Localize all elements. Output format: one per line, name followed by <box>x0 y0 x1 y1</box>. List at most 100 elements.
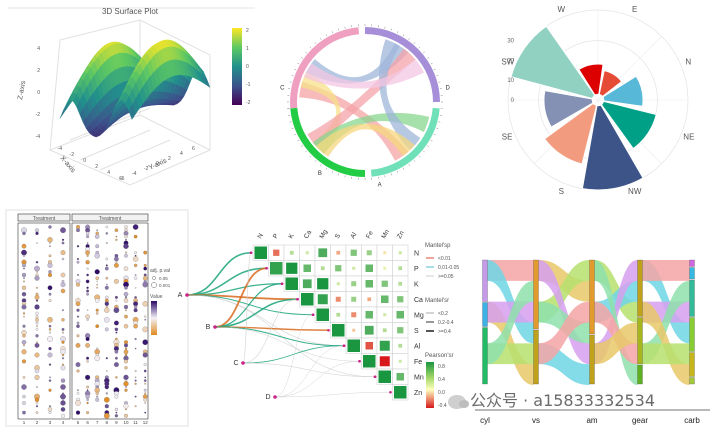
chord-tick <box>413 160 416 162</box>
bubble <box>104 404 109 409</box>
bubble <box>48 388 52 392</box>
bubble <box>115 331 118 334</box>
bubble <box>49 405 51 408</box>
bubble <box>144 315 147 318</box>
bubble <box>34 275 40 281</box>
bubble <box>21 243 27 249</box>
chord-tick <box>289 81 292 83</box>
bubble <box>60 378 66 383</box>
bubble <box>134 382 137 385</box>
bubble <box>21 249 27 256</box>
chord-ribbon <box>307 48 416 148</box>
mantel-link <box>242 345 345 364</box>
bubble <box>48 346 52 351</box>
corr-cell <box>317 294 328 305</box>
pearson-legend-title: Pearson'sr <box>425 353 454 359</box>
polar-bar-N <box>602 75 644 107</box>
bubble <box>105 357 108 360</box>
bubble <box>22 324 26 328</box>
surface-z-tick: 4 <box>37 46 40 52</box>
chord-tick <box>344 26 346 29</box>
bubble <box>104 266 109 271</box>
bubble <box>86 267 89 270</box>
link-end <box>358 359 361 363</box>
mantel-link <box>186 294 314 316</box>
bubble <box>123 266 129 271</box>
bubble <box>115 235 118 238</box>
mantel-link <box>186 294 376 378</box>
bubble <box>106 370 108 372</box>
bubble <box>86 356 90 360</box>
chord-svg: C D A B <box>280 24 451 189</box>
surface-x-tick: -2 <box>70 152 75 158</box>
chord-tick <box>390 28 392 31</box>
chord-tick <box>300 57 303 59</box>
bubble <box>60 227 66 234</box>
polar-label-SW: SW <box>501 58 514 67</box>
bubble-x-tick: 11 <box>133 420 138 425</box>
bubble <box>21 291 27 297</box>
mantel-p-legend-title: Mantel'sp <box>425 243 451 249</box>
surface-x-tick: 4 <box>107 170 110 176</box>
mantel-link <box>274 345 345 398</box>
bubble <box>134 395 137 398</box>
corr-cell <box>379 340 390 351</box>
bubble <box>22 376 26 379</box>
surface-z-tick: -2 <box>36 112 41 118</box>
bubble-x-tick: 6 <box>86 420 89 425</box>
chord-tick <box>423 51 425 54</box>
mantel-link <box>214 326 360 362</box>
polar-radial-tick: 30 <box>507 39 514 45</box>
corr-cell <box>332 324 345 337</box>
bubble <box>95 308 99 312</box>
bubble <box>124 359 128 364</box>
bubble <box>144 402 147 404</box>
bubble <box>104 307 110 313</box>
var-label-row: Mg <box>414 312 424 319</box>
bubble <box>143 263 147 267</box>
bubble <box>34 374 40 380</box>
chord-tick <box>408 37 410 40</box>
bubble <box>62 331 64 334</box>
mantel-link <box>214 267 267 328</box>
bubble <box>34 265 40 272</box>
bubble <box>34 352 40 358</box>
surface-x-tick: 0 <box>83 158 86 164</box>
bubble <box>124 413 128 418</box>
bubble <box>75 362 81 368</box>
var-label-col: S <box>334 232 343 240</box>
bubble <box>86 318 89 321</box>
bubble <box>35 334 39 338</box>
var-label-row: K <box>414 281 419 288</box>
bubble <box>60 365 66 371</box>
bubble <box>76 324 80 328</box>
surface-y-tick: 2 <box>168 156 171 162</box>
bubble <box>22 254 26 257</box>
polar-label-E: E <box>632 5 637 14</box>
bubble <box>133 305 138 309</box>
bubble <box>86 401 89 405</box>
corr-cell <box>305 251 309 255</box>
chord-sector-C <box>290 27 360 109</box>
chord-tick <box>294 133 297 136</box>
polar-label-NW: NW <box>628 187 642 196</box>
mantel-link <box>274 392 391 398</box>
bubble <box>96 283 99 286</box>
corr-cell <box>365 342 373 350</box>
bubble <box>35 315 39 319</box>
mantel-r-label-3: >=0.4 <box>438 329 451 335</box>
bubble-x-tick: 1 <box>23 420 26 425</box>
bubble <box>76 257 80 261</box>
bubble <box>36 270 38 273</box>
link-end <box>389 390 392 394</box>
bubble <box>75 301 81 307</box>
bubble <box>123 243 129 249</box>
bubble <box>21 349 27 355</box>
var-label-col: Al <box>349 231 358 240</box>
alluvial-strata <box>482 259 695 385</box>
bubble <box>95 244 100 249</box>
bubble <box>144 376 147 379</box>
surface-cell <box>128 104 136 120</box>
bubble <box>105 295 109 300</box>
node-label-A: A <box>178 292 183 299</box>
